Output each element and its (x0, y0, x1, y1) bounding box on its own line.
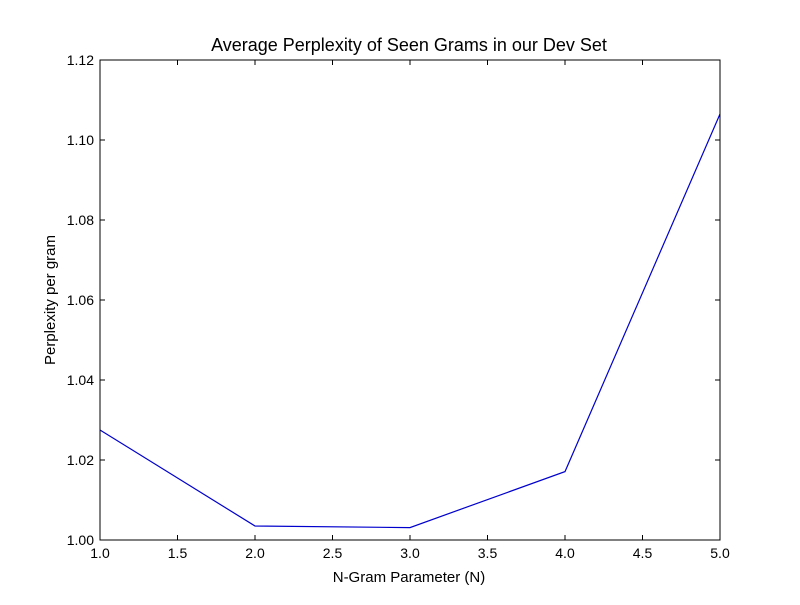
x-tick-label: 2.5 (323, 545, 343, 561)
x-tick-label: 2.0 (245, 545, 265, 561)
series-line-0 (100, 114, 720, 528)
y-tick-label: 1.06 (67, 292, 94, 308)
y-tick-label: 1.00 (67, 532, 94, 548)
y-tick-label: 1.04 (67, 372, 94, 388)
y-axis-label: Perplexity per gram (42, 235, 59, 365)
y-tick-label: 1.08 (67, 212, 94, 228)
x-tick-label: 4.5 (633, 545, 653, 561)
x-tick-label: 3.0 (400, 545, 420, 561)
series-layer (100, 114, 720, 528)
x-tick-label: 3.5 (478, 545, 498, 561)
plot-frame (100, 60, 720, 540)
x-axis-label: N-Gram Parameter (N) (333, 569, 486, 586)
y-tick-label: 1.02 (67, 452, 94, 468)
x-tick-label: 5.0 (710, 545, 730, 561)
chart-title: Average Perplexity of Seen Grams in our … (211, 35, 607, 55)
y-tick-label: 1.12 (67, 52, 94, 68)
x-tick-label: 4.0 (555, 545, 575, 561)
x-tick-label: 1.5 (168, 545, 188, 561)
y-tick-label: 1.10 (67, 132, 94, 148)
